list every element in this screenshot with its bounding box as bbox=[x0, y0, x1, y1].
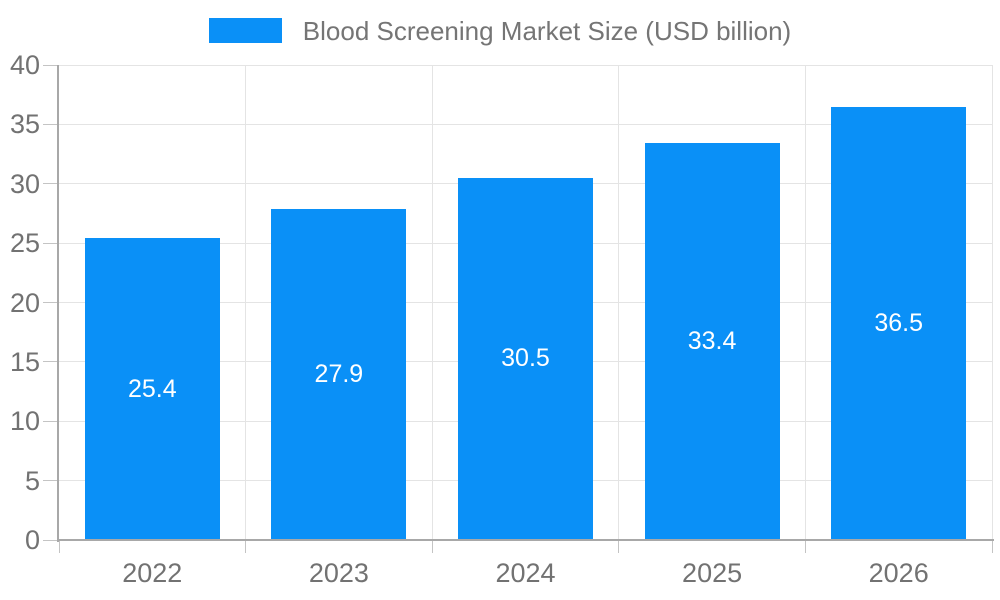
y-tick-mark bbox=[43, 480, 59, 482]
bar[interactable]: 33.4 bbox=[644, 143, 780, 540]
legend[interactable]: Blood Screening Market Size (USD billion… bbox=[0, 12, 1000, 49]
y-tick-label: 25 bbox=[9, 228, 40, 259]
bar-value-label: 30.5 bbox=[501, 344, 550, 373]
bar[interactable]: 27.9 bbox=[271, 208, 407, 540]
gridline-vertical bbox=[618, 65, 620, 540]
bar[interactable]: 30.5 bbox=[458, 177, 593, 540]
x-tick-mark bbox=[804, 540, 806, 553]
y-axis-line bbox=[57, 65, 59, 542]
y-tick-label: 35 bbox=[9, 109, 40, 140]
bar[interactable]: 36.5 bbox=[831, 106, 967, 540]
x-tick-label: 2026 bbox=[868, 558, 929, 588]
legend-swatch bbox=[208, 18, 282, 43]
y-tick-mark bbox=[43, 123, 59, 125]
bar-value-label: 25.4 bbox=[127, 374, 177, 403]
y-tick-label: 15 bbox=[9, 346, 40, 377]
y-tick-mark bbox=[43, 539, 59, 541]
gridline-horizontal bbox=[59, 64, 992, 66]
x-tick-mark bbox=[58, 540, 60, 553]
y-tick-label: 40 bbox=[9, 50, 40, 80]
bar-value-label: 33.4 bbox=[687, 327, 737, 356]
legend-label: Blood Screening Market Size (USD billion… bbox=[302, 15, 792, 46]
gridline-vertical bbox=[431, 65, 433, 540]
bar-value-label: 27.9 bbox=[314, 359, 364, 388]
x-tick-label: 2025 bbox=[682, 558, 743, 588]
y-tick-mark bbox=[43, 361, 59, 363]
gridline-vertical bbox=[991, 65, 993, 540]
y-tick-mark bbox=[43, 242, 59, 244]
gridline-vertical bbox=[245, 65, 247, 540]
x-tick-label: 2024 bbox=[495, 558, 556, 588]
x-tick-mark bbox=[618, 540, 620, 553]
x-tick-label: 2022 bbox=[122, 558, 183, 588]
y-tick-label: 30 bbox=[9, 168, 40, 199]
x-tick-mark bbox=[431, 540, 433, 553]
x-tick-mark bbox=[245, 540, 247, 553]
gridline-vertical bbox=[804, 65, 806, 540]
y-tick-mark bbox=[43, 420, 59, 422]
y-tick-mark bbox=[43, 183, 59, 185]
bar[interactable]: 25.4 bbox=[84, 238, 220, 540]
x-tick-label: 2023 bbox=[308, 558, 369, 588]
gridline-horizontal bbox=[59, 123, 992, 125]
x-axis-line bbox=[57, 539, 994, 541]
y-tick-label: 10 bbox=[9, 406, 40, 437]
y-tick-mark bbox=[43, 64, 59, 66]
bar-value-label: 36.5 bbox=[874, 308, 924, 337]
y-tick-label: 20 bbox=[9, 287, 40, 318]
y-tick-mark bbox=[43, 302, 59, 303]
x-tick-mark bbox=[991, 540, 993, 553]
y-tick-label: 0 bbox=[24, 525, 40, 555]
y-tick-label: 5 bbox=[24, 465, 40, 496]
